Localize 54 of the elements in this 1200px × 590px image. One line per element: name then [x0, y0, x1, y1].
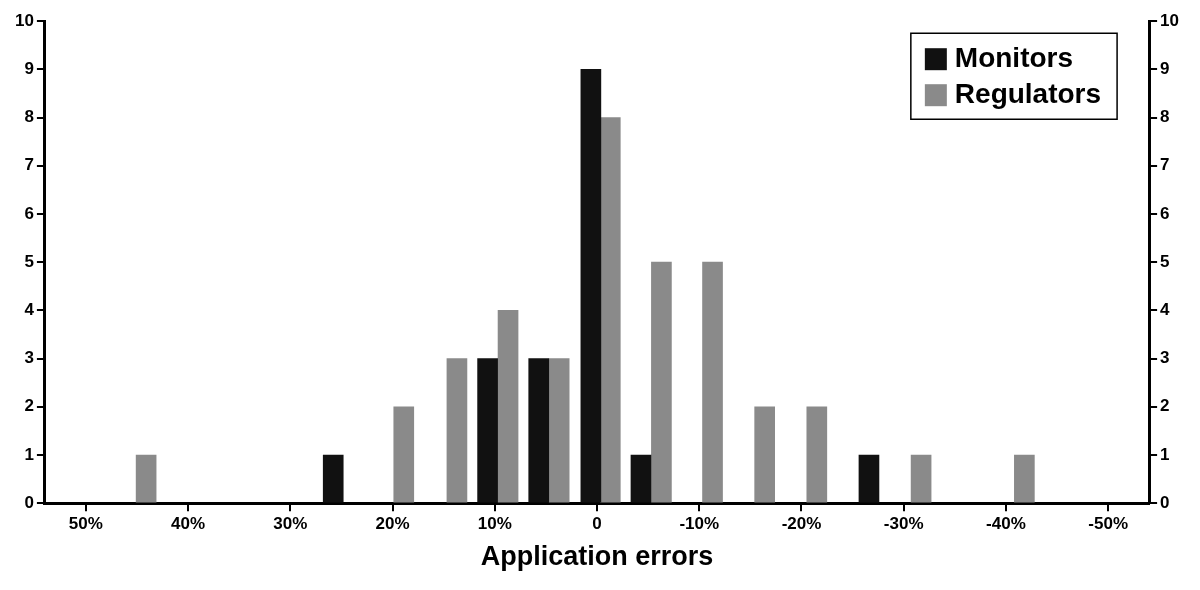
x-tick-label: 30%: [273, 514, 308, 534]
y2-tick-label: 10: [1160, 10, 1180, 30]
x-tick-label: -30%: [883, 514, 924, 534]
bar: [858, 454, 880, 503]
y2-tick-label: 7: [1160, 155, 1170, 175]
bar: [910, 454, 932, 503]
bar: [497, 310, 519, 503]
x-tick-label: 40%: [171, 514, 206, 534]
x-tick-label: -50%: [1088, 514, 1129, 534]
y-tick-label: 9: [24, 59, 34, 79]
y-tick-label: 5: [24, 251, 34, 271]
legend-label: Regulators: [954, 77, 1102, 109]
y-tick-label: 4: [24, 300, 35, 320]
y2-tick-label: 6: [1160, 203, 1170, 223]
y2-tick-label: 1: [1160, 444, 1170, 464]
y2-tick-label: 9: [1160, 59, 1170, 79]
y2-tick-label: 4: [1160, 300, 1171, 320]
y-tick-label: 0: [24, 492, 34, 512]
y2-tick-label: 3: [1160, 348, 1170, 368]
y2-tick-label: 0: [1160, 492, 1170, 512]
y-tick-label: 2: [24, 396, 34, 416]
x-tick-label: 10%: [477, 514, 512, 534]
y-tick-label: 8: [24, 107, 34, 127]
bar: [322, 454, 344, 503]
bar: [702, 261, 723, 503]
bar: [548, 358, 570, 503]
x-axis-title: Application errors: [480, 541, 714, 572]
bar: [393, 406, 415, 503]
y-tick-label: 1: [24, 444, 34, 464]
x-tick-label: -40%: [986, 514, 1026, 534]
x-tick-label: -20%: [781, 514, 822, 534]
x-tick-label: 0: [592, 514, 602, 534]
bar: [528, 358, 550, 503]
bar: [754, 406, 775, 503]
y-tick-label: 6: [24, 203, 34, 223]
bar: [630, 454, 652, 503]
bar: [135, 454, 157, 503]
bar: [580, 69, 602, 503]
bar: [599, 117, 621, 503]
x-tick-label: -10%: [679, 514, 720, 534]
legend-label: Monitors: [954, 41, 1074, 73]
y-tick-label: 3: [24, 348, 34, 368]
x-tick-label: 50%: [68, 514, 103, 534]
y-tick-label: 7: [24, 155, 34, 175]
bar: [651, 261, 672, 503]
x-tick-label: 20%: [375, 514, 410, 534]
y2-tick-label: 5: [1160, 251, 1170, 271]
bar: [446, 358, 468, 503]
y2-tick-label: 8: [1160, 107, 1170, 127]
y-tick-label: 10: [14, 10, 34, 30]
bar: [806, 406, 828, 503]
y2-tick-label: 2: [1160, 396, 1170, 416]
bar: [477, 358, 498, 503]
bar: [1014, 454, 1035, 503]
